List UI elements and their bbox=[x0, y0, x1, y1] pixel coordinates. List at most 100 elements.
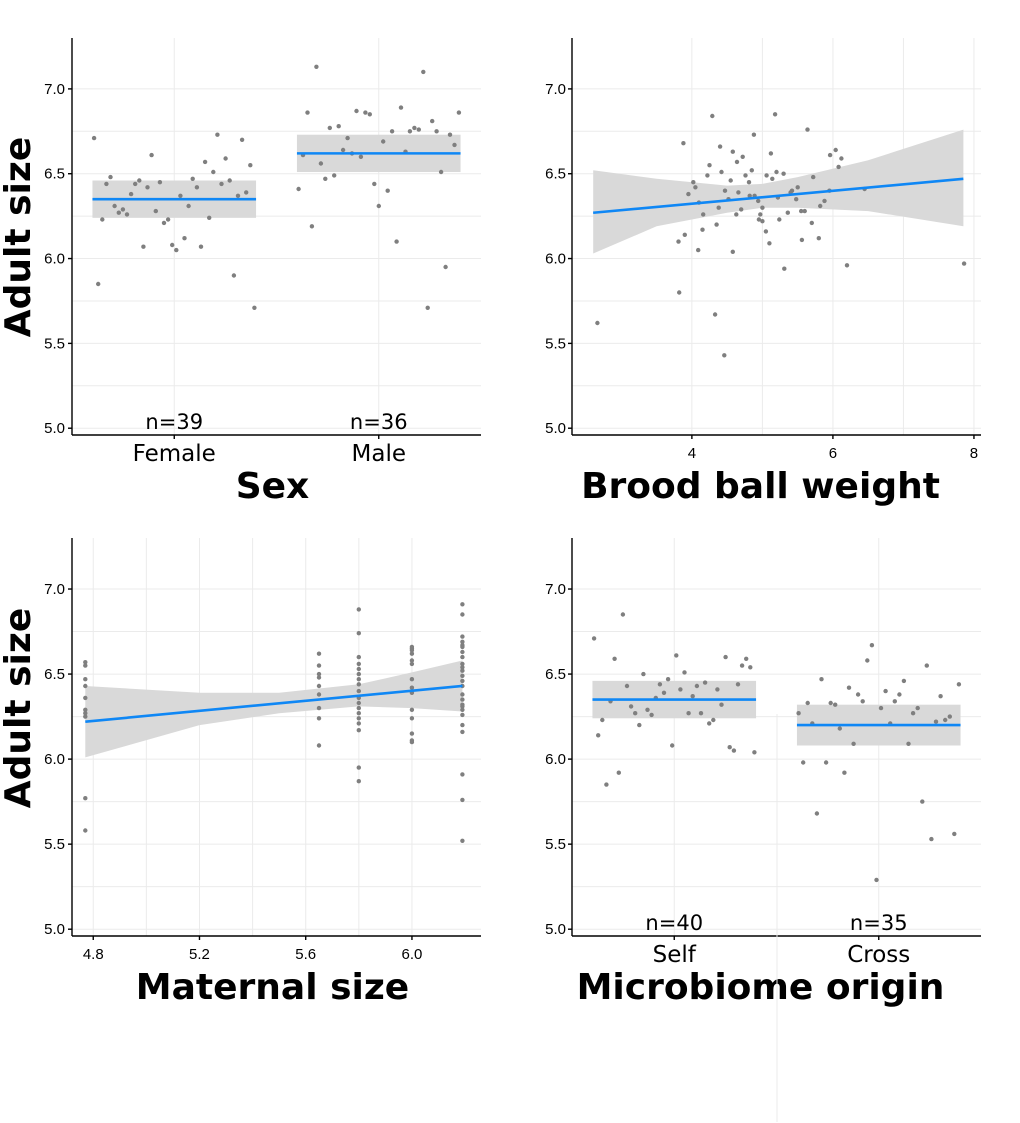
data-point bbox=[460, 661, 465, 667]
y-tick-label: 7.0 bbox=[44, 581, 65, 598]
data-point bbox=[730, 249, 735, 254]
x-axis-title: Microbiome origin bbox=[577, 967, 945, 1008]
data-point bbox=[202, 159, 208, 165]
data-point bbox=[734, 212, 739, 217]
data-point bbox=[739, 663, 745, 668]
data-point bbox=[722, 188, 728, 193]
data-point bbox=[165, 217, 171, 222]
data-point bbox=[376, 203, 381, 209]
x-axis-title: Maternal size bbox=[136, 967, 409, 1008]
data-point bbox=[178, 193, 183, 198]
y-tick-label: 5.5 bbox=[545, 836, 566, 853]
data-point bbox=[198, 244, 204, 249]
y-tick-label: 5.0 bbox=[545, 420, 566, 437]
data-point bbox=[694, 683, 700, 689]
data-point bbox=[314, 64, 319, 70]
data-point bbox=[460, 612, 465, 617]
data-point bbox=[727, 745, 732, 750]
data-point bbox=[747, 193, 752, 198]
data-point bbox=[768, 151, 774, 156]
data-point bbox=[734, 159, 740, 165]
data-point bbox=[363, 110, 368, 115]
grid bbox=[572, 38, 981, 435]
regression-line bbox=[593, 177, 964, 215]
data-point bbox=[398, 105, 404, 110]
data-point bbox=[356, 728, 361, 733]
panel-brood: 5.0 5.5 6.0 6.5 7.0 4 6 8 Brood ball weight bbox=[545, 38, 981, 507]
y-tick-label: 6.0 bbox=[44, 751, 65, 768]
data-point bbox=[744, 656, 749, 661]
data-point bbox=[681, 141, 686, 146]
data-point bbox=[701, 212, 706, 217]
data-point bbox=[715, 687, 720, 692]
data-point bbox=[833, 702, 838, 707]
data-point bbox=[83, 828, 88, 833]
data-point bbox=[83, 711, 88, 716]
y-tick-label: 5.0 bbox=[44, 420, 65, 437]
data-point bbox=[746, 180, 752, 185]
data-point bbox=[460, 634, 465, 639]
data-point bbox=[869, 643, 875, 648]
data-point bbox=[447, 132, 453, 137]
y-tick-label: 6.0 bbox=[44, 251, 65, 268]
data-point bbox=[83, 677, 88, 682]
data-point bbox=[215, 132, 220, 137]
data-point bbox=[372, 181, 377, 187]
data-point bbox=[316, 692, 322, 697]
data-point bbox=[207, 215, 212, 220]
x-axis-title: Sex bbox=[236, 466, 310, 507]
data-point bbox=[409, 677, 415, 682]
data-point bbox=[595, 320, 600, 326]
data-point bbox=[443, 264, 448, 270]
data-point bbox=[323, 176, 328, 181]
data-point bbox=[777, 217, 782, 222]
data-point bbox=[842, 770, 847, 775]
data-point bbox=[749, 168, 754, 173]
data-points bbox=[591, 612, 962, 883]
data-point bbox=[316, 743, 322, 748]
data-point bbox=[108, 174, 113, 180]
data-point bbox=[460, 797, 465, 803]
data-point bbox=[833, 147, 838, 153]
y-tick-label: 7.0 bbox=[44, 81, 65, 98]
data-point bbox=[116, 210, 122, 215]
data-point bbox=[730, 149, 735, 154]
data-point bbox=[356, 671, 361, 677]
y-tick-label: 7.0 bbox=[545, 581, 566, 598]
data-point bbox=[818, 203, 823, 209]
data-point bbox=[356, 631, 361, 636]
data-point bbox=[409, 651, 415, 656]
y-tick-label: 5.0 bbox=[545, 921, 566, 938]
data-point bbox=[819, 677, 824, 682]
data-point bbox=[851, 741, 856, 746]
sample-size-label: n=35 bbox=[850, 911, 908, 935]
data-point bbox=[740, 154, 745, 159]
data-point bbox=[244, 190, 249, 195]
data-point bbox=[717, 144, 723, 149]
data-point bbox=[855, 692, 861, 697]
data-point bbox=[846, 685, 852, 690]
data-point bbox=[822, 198, 827, 204]
data-point bbox=[620, 612, 626, 617]
data-point bbox=[434, 129, 439, 134]
data-point bbox=[844, 263, 850, 268]
data-point bbox=[956, 682, 962, 687]
data-point bbox=[686, 191, 691, 197]
data-point bbox=[316, 663, 322, 668]
data-point bbox=[305, 110, 310, 115]
data-point bbox=[686, 711, 691, 716]
data-point bbox=[649, 712, 654, 718]
data-point bbox=[460, 649, 465, 655]
data-point bbox=[915, 705, 920, 711]
data-point bbox=[756, 217, 762, 222]
data-point bbox=[678, 687, 683, 692]
y-tick-label: 5.0 bbox=[44, 921, 65, 938]
y-tick-label: 5.5 bbox=[44, 836, 65, 853]
data-point bbox=[929, 836, 934, 842]
data-point bbox=[693, 185, 698, 190]
data-point bbox=[714, 222, 719, 227]
data-point bbox=[801, 760, 806, 765]
data-point bbox=[409, 661, 415, 667]
data-point bbox=[394, 239, 399, 244]
data-point bbox=[170, 242, 175, 248]
